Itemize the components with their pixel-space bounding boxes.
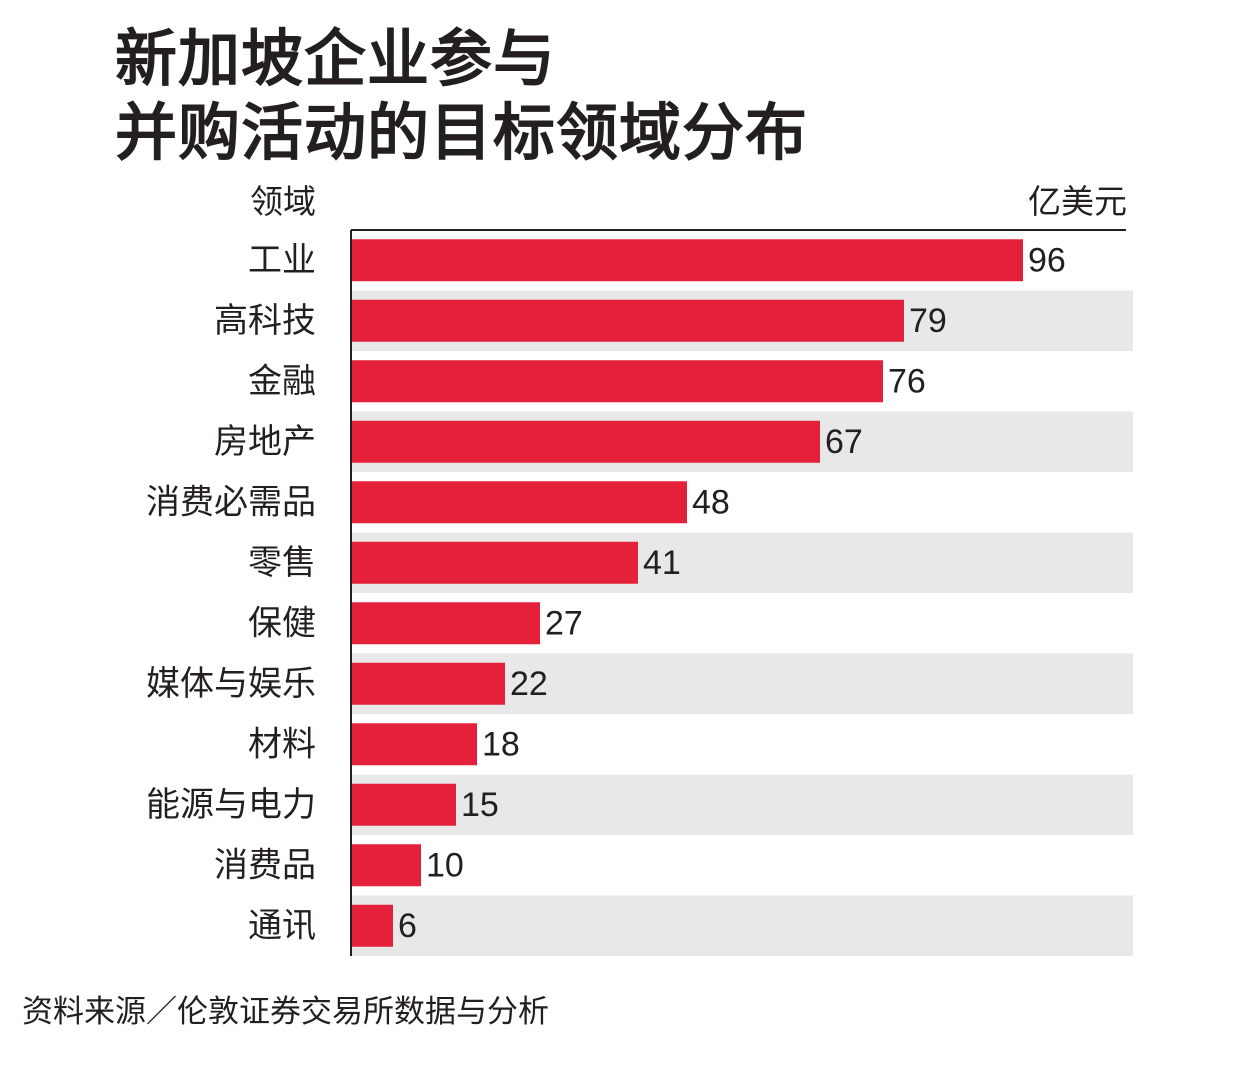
value-label: 22 [510,665,548,703]
category-label: 金融 [248,361,316,401]
value-unit-label: 亿美元 [1028,182,1127,221]
value-label: 6 [398,907,417,945]
value-label: 41 [643,544,681,582]
category-label: 保健 [248,603,316,643]
row-band [351,895,1133,956]
category-label: 材料 [248,724,316,764]
category-axis-label: 领域 [250,182,316,221]
category-label: 媒体与娱乐 [146,664,316,704]
bar [351,723,477,766]
category-label: 能源与电力 [146,785,316,825]
category-label: 消费必需品 [146,482,316,522]
value-label: 48 [692,483,730,521]
chart-title: 新加坡企业参与 并购活动的目标领域分布 [115,22,808,170]
value-label: 10 [426,846,464,884]
bar [351,299,904,342]
source-note: 资料来源／伦敦证券交易所数据与分析 [22,994,549,1030]
bar [351,360,883,403]
value-label: 79 [909,302,947,340]
category-label: 工业 [248,240,316,280]
value-label: 15 [461,786,499,824]
category-label: 高科技 [214,301,316,341]
value-label: 18 [482,725,520,763]
bar [351,904,393,947]
bar [351,481,687,524]
category-label: 通讯 [248,906,316,946]
category-label: 消费品 [214,845,316,885]
category-label: 零售 [248,543,316,583]
bar [351,420,820,463]
value-label: 27 [545,604,583,642]
chart-title-line-2: 并购活动的目标领域分布 [115,96,809,169]
bar [351,602,540,645]
chart-title-line-1: 新加坡企业参与 [115,22,557,95]
row-band [351,774,1133,835]
bar [351,541,638,584]
bar [351,783,456,826]
value-label: 67 [825,423,863,461]
value-label: 76 [888,362,926,400]
bar [351,239,1023,282]
category-label: 房地产 [214,422,316,462]
bar [351,662,505,705]
bar [351,844,421,887]
value-label: 96 [1028,241,1066,279]
